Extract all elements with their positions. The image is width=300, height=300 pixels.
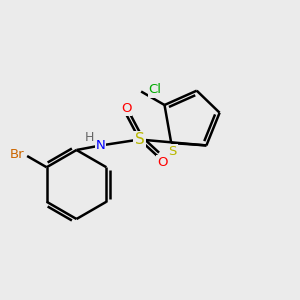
Text: O: O [157, 156, 167, 170]
Text: Cl: Cl [148, 83, 162, 97]
Text: N: N [96, 139, 105, 152]
Text: Br: Br [10, 148, 25, 161]
Text: S: S [135, 132, 144, 147]
Text: H: H [84, 130, 94, 144]
Text: O: O [121, 102, 131, 115]
Text: S: S [169, 145, 177, 158]
